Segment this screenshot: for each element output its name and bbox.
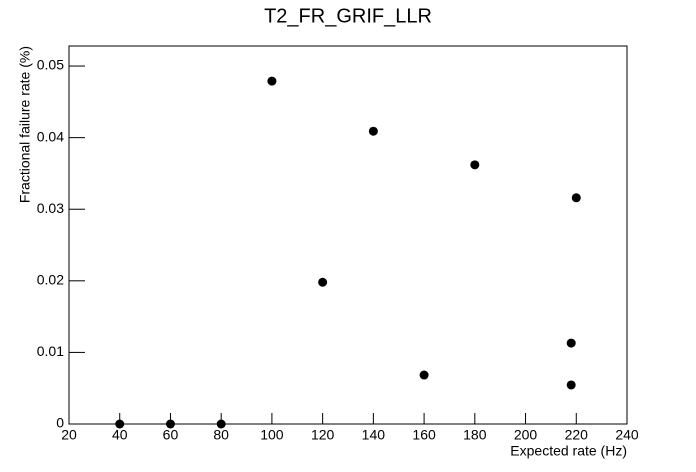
point [571, 193, 581, 203]
y-tick-label: 0.03 [37, 200, 64, 216]
point [115, 419, 125, 429]
x-tick-label: 60 [163, 427, 179, 443]
x-tick-label: 80 [213, 427, 229, 443]
plot-frame [68, 45, 628, 425]
point [216, 419, 226, 429]
x-tick-label: 200 [514, 427, 538, 443]
point [566, 380, 576, 390]
x-tick-label: 120 [311, 427, 335, 443]
x-axis-label: Expected rate (Hz) [510, 443, 627, 459]
point [318, 277, 328, 287]
y-tick-label: 0 [56, 415, 64, 431]
y-tick-label: 0.05 [37, 57, 64, 73]
point [419, 370, 429, 380]
point [368, 126, 378, 136]
x-tick-label: 220 [565, 427, 589, 443]
y-axis-label: Fractional failure rate (%) [17, 46, 33, 203]
chart-title: T2_FR_GRIF_LLR [264, 5, 432, 27]
x-tick-label: 20 [61, 427, 77, 443]
y-tick-label: 0.02 [37, 272, 64, 288]
y-tick-label: 0.01 [37, 343, 64, 359]
x-tick-label: 160 [412, 427, 436, 443]
y-tick-label: 0.04 [37, 128, 64, 144]
point [470, 160, 480, 170]
point [165, 419, 175, 429]
x-tick-label: 100 [260, 427, 284, 443]
point [566, 338, 576, 348]
x-tick-label: 40 [112, 427, 128, 443]
x-tick-label: 240 [615, 427, 639, 443]
x-tick-label: 180 [463, 427, 487, 443]
x-tick-label: 140 [362, 427, 386, 443]
point [267, 76, 277, 86]
